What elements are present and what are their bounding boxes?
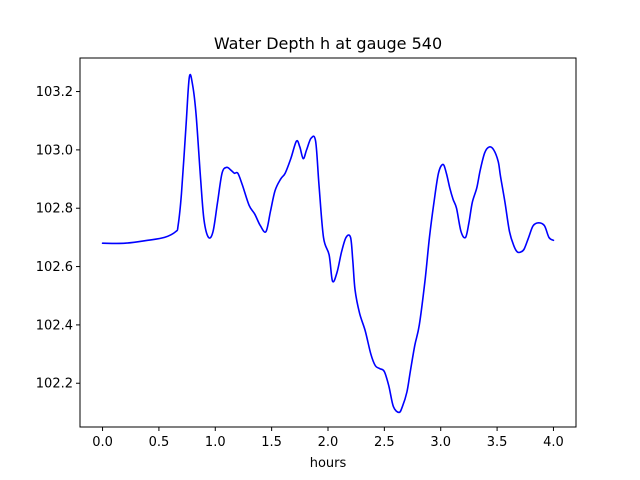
y-tick-label: 102.6 [36,260,73,275]
y-tick-label: 102.2 [36,377,73,392]
plot-area-frame [79,57,577,428]
x-tick-label: 1.0 [205,435,226,450]
x-axis-label: hours [310,456,347,471]
x-tick-label: 3.0 [430,435,451,450]
x-tick-label: 2.5 [374,435,395,450]
x-tick-label: 2.0 [318,435,339,450]
x-tick-label: 0.0 [92,435,113,450]
y-tick-label: 102.4 [36,318,73,333]
x-tick-label: 1.5 [261,435,282,450]
y-axis-ticks: 102.2 102.4 102.6 102.8 103.0 103.2 [36,85,80,392]
x-axis-ticks: 0.0 0.5 1.0 1.5 2.0 2.5 3.0 3.5 4.0 [92,427,564,450]
x-tick-label: 4.0 [543,435,564,450]
series-line [101,73,555,414]
y-tick-label: 102.8 [36,202,73,217]
x-tick-label: 3.5 [487,435,508,450]
series-layer [101,73,555,414]
y-tick-label: 103.2 [36,85,73,100]
chart-title: Water Depth h at gauge 540 [214,34,442,53]
x-tick-label: 0.5 [149,435,170,450]
y-tick-label: 103.0 [36,143,73,158]
